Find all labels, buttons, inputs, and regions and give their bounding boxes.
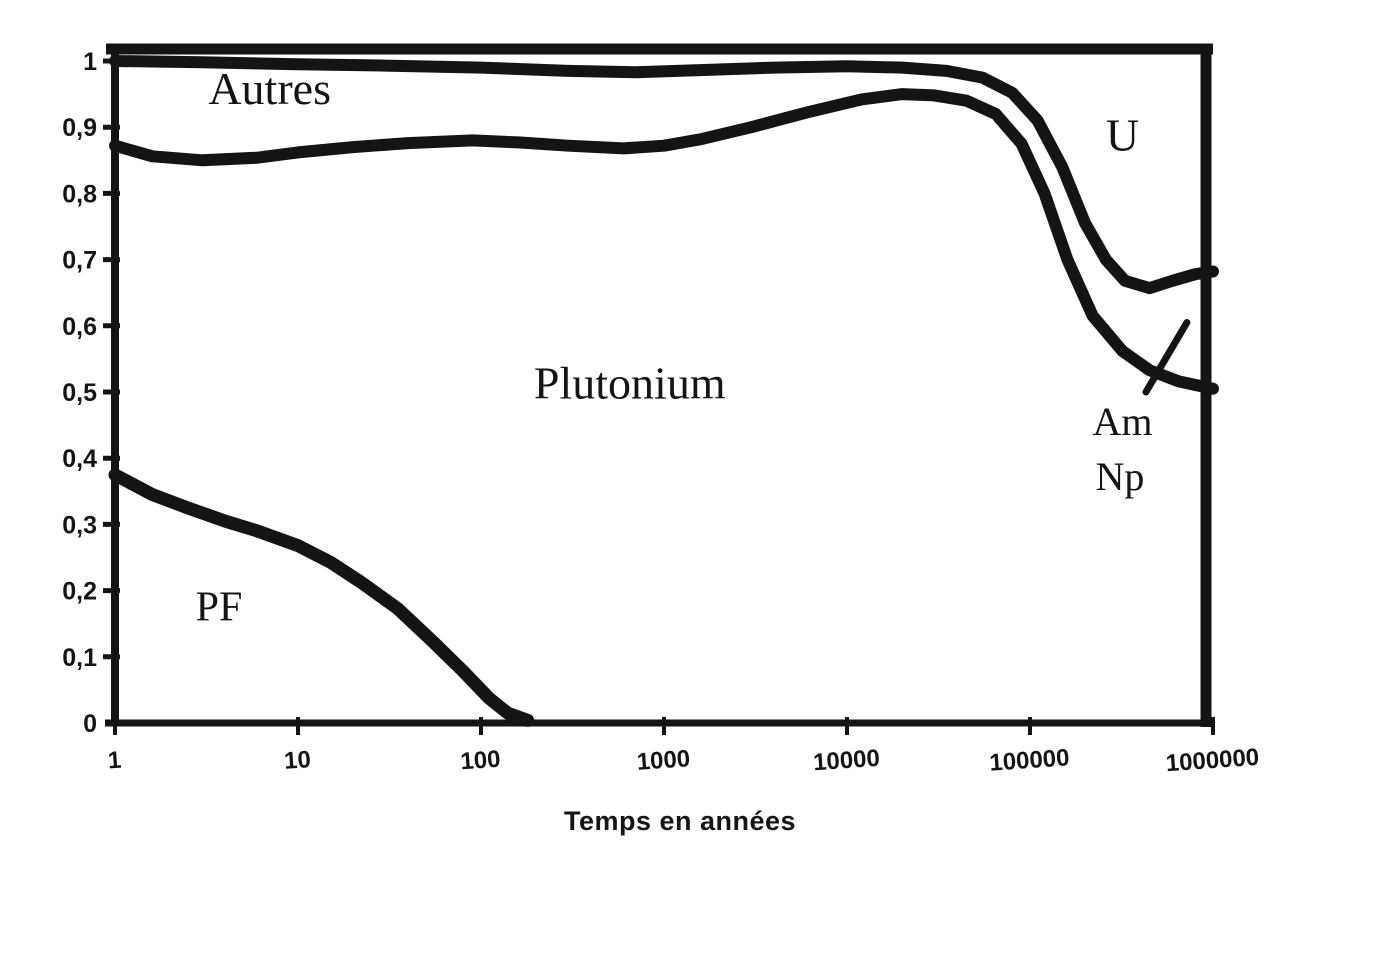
region-label-u: U [1106, 109, 1139, 160]
y-tick-label: 0,1 [62, 644, 97, 672]
x-tick-label: 100 [460, 746, 502, 776]
x-tick-label: 10000 [812, 745, 880, 777]
region-label-am: Am [1092, 399, 1152, 444]
x-tick-label: 1 [107, 747, 122, 775]
y-tick-label: 0,7 [62, 247, 97, 275]
curve-autres-upper-boundary [109, 55, 1219, 295]
curve-plutonium-upper-boundary [109, 88, 1219, 395]
curve-pf-upper-boundary [108, 468, 535, 727]
x-tick-label: 100000 [989, 744, 1071, 777]
y-tick-label: 0,2 [62, 578, 97, 606]
y-tick-label: 0,9 [62, 114, 97, 142]
y-tick-label: 0,4 [62, 445, 97, 473]
y-tick-label: 1 [83, 48, 97, 76]
am-np-pointer-line [1142, 318, 1191, 396]
region-label-np: Np [1095, 454, 1144, 499]
region-label-pf: PF [196, 584, 243, 630]
region-label-autres: Autres [208, 63, 331, 114]
y-tick-label: 0,6 [62, 313, 97, 341]
x-axis-title: Temps en années [563, 806, 797, 836]
x-tick-label: 1000000 [1165, 744, 1260, 777]
y-tick-label: 0,3 [62, 511, 97, 539]
region-label-plutonium: Plutonium [534, 358, 726, 409]
x-tick-label: 10 [283, 746, 312, 775]
y-tick-label: 0,8 [62, 180, 97, 208]
y-tick-label: 0,5 [62, 379, 97, 407]
y-tick-label: 0 [83, 710, 97, 738]
x-tick-label: 1000 [636, 745, 691, 776]
